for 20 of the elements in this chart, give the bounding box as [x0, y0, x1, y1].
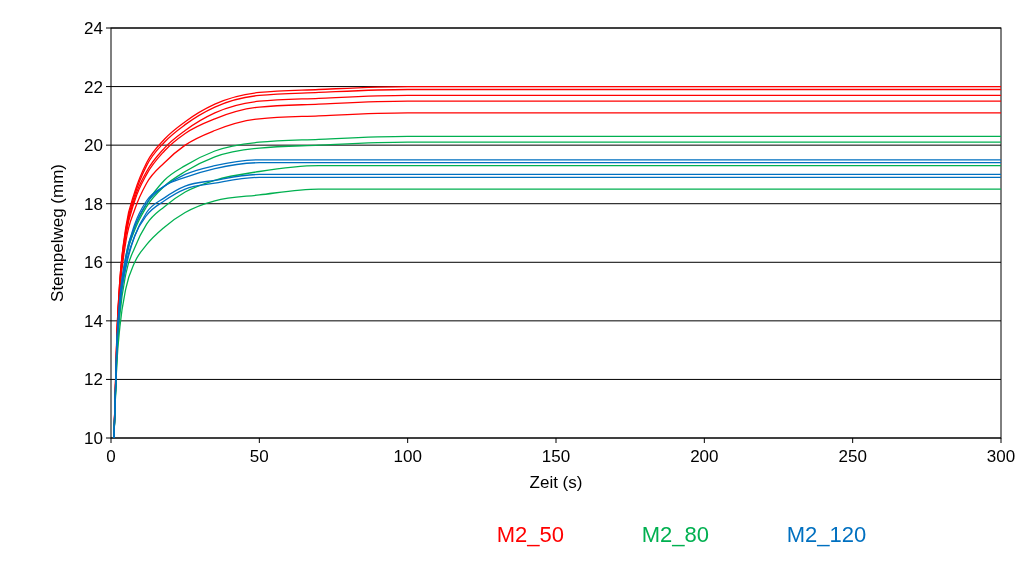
x-tick-label: 0: [106, 447, 116, 466]
y-tick-label: 14: [84, 311, 103, 331]
y-tick-label: 22: [84, 77, 103, 97]
x-axis-title: Zeit (s): [529, 473, 583, 492]
y-axis-title: Stempelweg (mm): [48, 164, 67, 302]
y-tick-label: 16: [84, 253, 103, 273]
y-tick-label: 20: [84, 136, 103, 156]
x-tick-label: 250: [838, 447, 867, 466]
y-tick-label: 12: [84, 370, 103, 390]
text: M2_120: [786, 522, 867, 547]
x-tick-label: 100: [393, 447, 422, 466]
y-tick-label: 24: [84, 18, 103, 38]
x-tick-label: 200: [690, 447, 719, 466]
x-tick-label: 150: [541, 447, 571, 466]
text: M2_80: [641, 522, 709, 547]
x-tick-label: 300: [986, 447, 1016, 466]
text: M2_50: [496, 522, 564, 547]
x-tick-label: 50: [249, 447, 269, 466]
y-tick-label: 18: [84, 194, 103, 214]
y-tick-label: 10: [84, 428, 103, 448]
